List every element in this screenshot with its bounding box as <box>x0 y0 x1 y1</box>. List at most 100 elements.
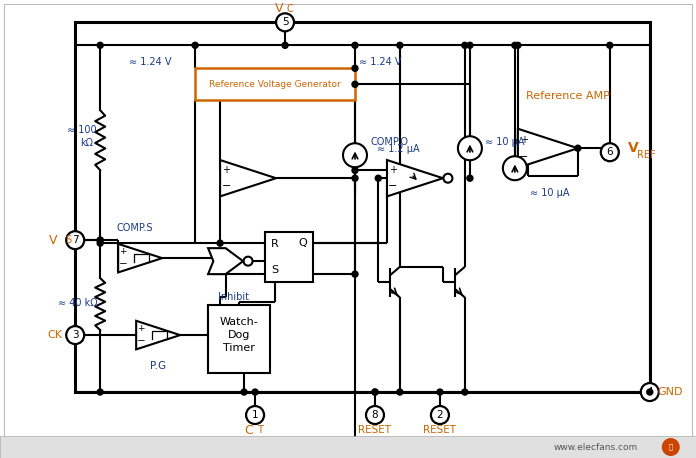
Circle shape <box>467 175 473 181</box>
Text: +: + <box>137 324 145 333</box>
Text: +: + <box>389 165 397 175</box>
Circle shape <box>462 389 468 395</box>
Text: Inhibit: Inhibit <box>218 292 249 302</box>
Text: REF: REF <box>637 150 656 160</box>
Text: 3: 3 <box>72 330 79 340</box>
Text: Watch-: Watch- <box>220 317 258 327</box>
Text: 5: 5 <box>282 17 288 27</box>
Circle shape <box>352 42 358 48</box>
Text: kΩ: kΩ <box>80 138 93 148</box>
Polygon shape <box>136 321 180 349</box>
Circle shape <box>397 42 403 48</box>
Circle shape <box>366 406 384 424</box>
Circle shape <box>246 406 264 424</box>
Text: −: − <box>119 259 127 269</box>
Text: 6: 6 <box>606 147 613 157</box>
Polygon shape <box>387 160 443 196</box>
Circle shape <box>352 65 358 71</box>
Circle shape <box>467 42 473 48</box>
Polygon shape <box>118 244 162 273</box>
Circle shape <box>375 175 381 181</box>
Circle shape <box>512 42 518 48</box>
Circle shape <box>244 256 253 266</box>
Circle shape <box>662 438 680 456</box>
Text: C: C <box>286 4 293 14</box>
Bar <box>208 305 270 373</box>
Circle shape <box>97 42 103 48</box>
Text: 2: 2 <box>436 410 443 420</box>
Text: Timer: Timer <box>223 343 255 353</box>
Circle shape <box>431 406 449 424</box>
Text: CK: CK <box>48 330 63 340</box>
Circle shape <box>192 42 198 48</box>
Text: 非: 非 <box>669 444 673 450</box>
Text: V: V <box>628 141 638 155</box>
Text: −: − <box>137 336 145 346</box>
Circle shape <box>217 240 223 246</box>
Text: −: − <box>221 181 231 191</box>
Text: www.elecfans.com: www.elecfans.com <box>554 442 638 452</box>
Text: V: V <box>49 234 57 247</box>
Circle shape <box>515 42 521 48</box>
Circle shape <box>575 145 581 151</box>
Text: Reference AMP: Reference AMP <box>526 91 610 101</box>
Text: COMP.S: COMP.S <box>117 223 153 233</box>
Text: ≈ 40 kΩ: ≈ 40 kΩ <box>58 298 98 308</box>
Circle shape <box>607 42 612 48</box>
Circle shape <box>458 136 482 160</box>
Circle shape <box>397 389 403 395</box>
Text: RESET: RESET <box>423 425 457 435</box>
Circle shape <box>352 167 358 174</box>
Text: 1: 1 <box>252 410 258 420</box>
Circle shape <box>97 389 103 395</box>
Circle shape <box>352 175 358 181</box>
Text: +: + <box>222 165 230 175</box>
Text: −: − <box>519 152 528 162</box>
Circle shape <box>462 42 468 48</box>
Text: S: S <box>65 235 71 245</box>
Text: Dog: Dog <box>228 330 251 340</box>
Circle shape <box>503 156 527 180</box>
Circle shape <box>372 389 378 395</box>
Text: ≈ 1.24 V: ≈ 1.24 V <box>358 57 401 67</box>
Text: 7: 7 <box>72 235 79 245</box>
Polygon shape <box>220 160 276 196</box>
Polygon shape <box>208 248 243 274</box>
Circle shape <box>443 174 452 183</box>
Bar <box>195 68 355 100</box>
Circle shape <box>276 13 294 31</box>
Text: GND: GND <box>657 387 683 397</box>
Text: 4: 4 <box>647 387 653 397</box>
Text: S: S <box>271 265 278 275</box>
Bar <box>265 232 313 282</box>
Text: COMP.O: COMP.O <box>371 137 409 147</box>
Circle shape <box>97 237 103 243</box>
Circle shape <box>372 389 378 395</box>
Text: ≈ 10 μA: ≈ 10 μA <box>530 188 569 198</box>
Text: T: T <box>257 425 263 435</box>
Bar <box>75 22 650 392</box>
Circle shape <box>601 143 619 161</box>
Text: ≈ 10 μA: ≈ 10 μA <box>485 137 524 147</box>
Circle shape <box>641 383 659 401</box>
Circle shape <box>352 271 358 277</box>
Circle shape <box>647 389 653 395</box>
Text: Q: Q <box>299 238 308 248</box>
Polygon shape <box>518 129 578 168</box>
Text: −: − <box>388 181 397 191</box>
Circle shape <box>282 42 288 48</box>
Text: R: R <box>271 239 279 249</box>
Circle shape <box>437 389 443 395</box>
Bar <box>0 436 696 458</box>
Text: +: + <box>520 135 528 145</box>
Text: +: + <box>120 247 127 256</box>
Circle shape <box>352 81 358 87</box>
Text: 8: 8 <box>372 410 379 420</box>
Circle shape <box>97 240 103 246</box>
Text: RESET: RESET <box>358 425 391 435</box>
Text: ≈ 100: ≈ 100 <box>68 125 97 135</box>
Text: ≈ 1.2 μA: ≈ 1.2 μA <box>377 144 420 154</box>
Circle shape <box>66 326 84 344</box>
Circle shape <box>97 237 103 243</box>
Circle shape <box>252 389 258 395</box>
